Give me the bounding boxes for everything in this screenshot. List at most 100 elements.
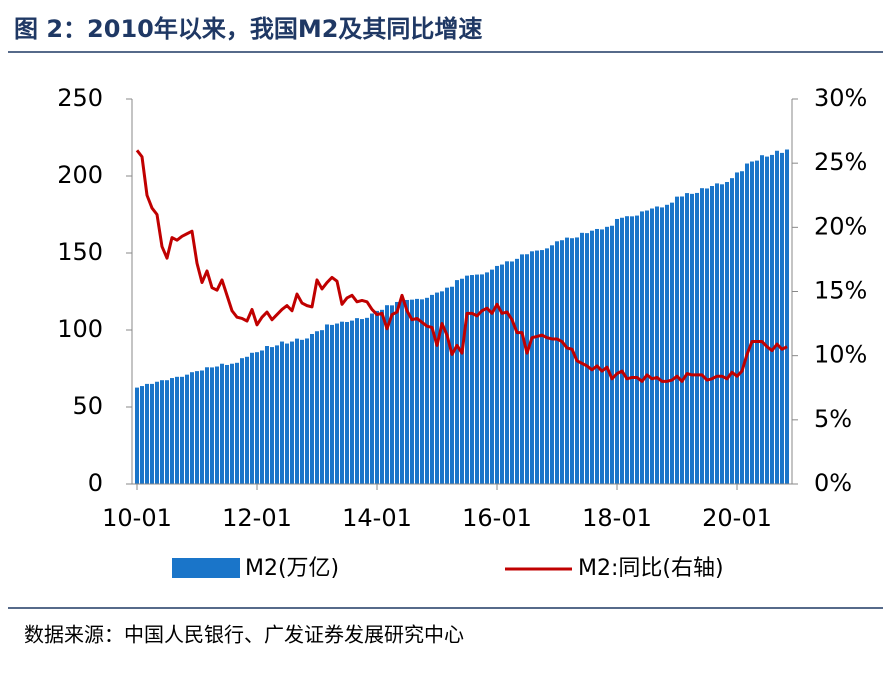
bar [340,321,344,484]
bar [390,305,394,484]
line [135,149,788,383]
bar [155,381,159,484]
bar [545,248,549,484]
bar [425,297,429,484]
bar [705,188,709,484]
bar [675,196,679,485]
bar [325,324,329,484]
bar [590,230,594,484]
bar [765,156,769,484]
y-tick-label: 150 [57,238,103,266]
x-tick-label: 20-01 [702,504,772,532]
bar [355,318,359,484]
bar [535,250,539,484]
bar [485,272,489,484]
bar [720,184,724,485]
bar [140,386,144,484]
bar [525,254,529,484]
bar [200,370,204,484]
bar [250,352,254,484]
bar [470,275,474,484]
bar [235,362,239,484]
x-tick-label: 12-01 [222,504,292,532]
bar [315,331,319,484]
bar [540,250,544,484]
bar [190,372,194,484]
bar [450,286,454,484]
bar [385,305,389,484]
bar [740,171,744,484]
bar [285,343,289,484]
x-tick-label: 18-01 [582,504,652,532]
bar [595,228,599,484]
bar [275,345,279,484]
bar [530,251,534,484]
bar [310,334,314,484]
bar [415,298,419,484]
bar [430,294,434,484]
x-tick-label: 10-01 [102,504,172,532]
bar [735,172,739,484]
bar [755,160,759,484]
y2-tick-label: 15% [814,277,867,305]
y2-tick-label: 0% [814,469,852,497]
bar [635,215,639,484]
bar [440,291,444,484]
bar [330,324,334,484]
bar [265,346,269,484]
bar [305,338,309,484]
bar [240,358,244,484]
bar [360,319,364,484]
bar [605,226,609,484]
bar [245,356,249,484]
bar [710,186,714,484]
bar [210,367,214,484]
bar [225,364,229,484]
bar [380,309,384,484]
bar [650,208,654,484]
bar [515,258,519,484]
y-tick-label: 200 [57,161,103,189]
bar [775,150,779,484]
bar [460,278,464,484]
bar [445,287,449,484]
legend-swatch [172,558,240,578]
bar [610,225,614,484]
bar [410,299,414,484]
bar [365,317,369,484]
bar [420,299,424,484]
bar [455,280,459,484]
bar [750,161,754,485]
bar [785,149,789,484]
bar [770,154,774,485]
bar [555,241,559,484]
y2-tick-label: 5% [814,405,852,433]
bar [145,383,149,484]
bar [715,183,719,484]
bar [300,339,304,484]
bar [695,192,699,484]
bar [685,193,689,484]
bar [290,341,294,484]
bar [280,341,284,484]
bar [255,352,259,484]
bar [745,163,749,484]
bar [150,383,154,484]
bar [180,376,184,484]
bar [630,216,634,484]
bar [350,320,354,484]
bar [195,371,199,484]
bar [615,218,619,484]
bar [565,237,569,484]
bar [505,261,509,484]
legend-label: M2(万亿) [245,556,339,581]
bar [295,338,299,484]
bar [580,232,584,484]
bar [335,323,339,484]
bar [345,321,349,484]
bar [585,233,589,484]
bar [185,374,189,484]
bar [405,299,409,484]
bar [645,210,649,484]
